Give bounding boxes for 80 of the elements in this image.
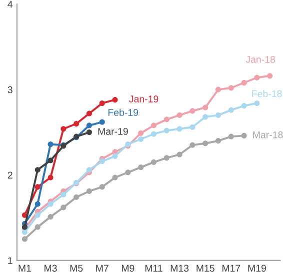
point (202, 114, 208, 120)
x-tick-label: M7 (96, 264, 108, 272)
point (190, 124, 196, 130)
point (267, 73, 273, 79)
y-tick-label: 3 (8, 86, 12, 94)
point (74, 120, 80, 127)
point (190, 108, 196, 114)
point (48, 174, 54, 180)
point (176, 112, 182, 118)
series-label: Mar-19 (98, 128, 128, 135)
point (99, 119, 105, 125)
point (202, 140, 208, 146)
series-label: Feb-18 (252, 90, 282, 98)
point (228, 107, 234, 113)
x-tick-label: M1 (18, 264, 31, 272)
point (74, 194, 80, 200)
point (48, 158, 54, 164)
x-tick-label: M9 (122, 264, 134, 272)
point (60, 204, 66, 210)
point (254, 74, 260, 80)
point (48, 201, 54, 207)
point (34, 167, 40, 173)
point (164, 155, 170, 161)
point (138, 136, 144, 142)
point (34, 184, 40, 190)
point (150, 131, 157, 137)
point (60, 192, 66, 198)
point (34, 224, 40, 230)
point (228, 134, 234, 140)
point (99, 100, 105, 106)
x-tick-label: M11 (145, 264, 162, 272)
point (112, 174, 118, 180)
point (138, 164, 144, 170)
point (22, 236, 28, 242)
x-tick-label: M3 (44, 264, 57, 272)
point (254, 100, 260, 106)
series-label: Feb-19 (108, 108, 138, 116)
point (86, 167, 92, 173)
point (176, 152, 182, 158)
series-label: Jan-18 (246, 56, 275, 63)
point (86, 110, 92, 116)
point (164, 128, 170, 134)
point (241, 132, 247, 138)
point (99, 158, 105, 164)
point (215, 138, 222, 144)
point (86, 122, 92, 128)
point (176, 126, 182, 132)
series-label: Jan-19 (129, 96, 158, 102)
y-tick-label: 4 (8, 0, 13, 8)
x-tick-label: M17 (222, 264, 240, 272)
x-tick-label: M15 (196, 264, 214, 272)
point (241, 80, 247, 86)
point (202, 104, 208, 110)
point (215, 112, 222, 118)
x-tick-label: M5 (70, 264, 83, 272)
point (215, 86, 222, 92)
x-tick-label: M19 (248, 264, 266, 272)
point (34, 201, 40, 207)
point (60, 126, 66, 132)
point (86, 129, 92, 136)
point (48, 141, 54, 148)
point (138, 130, 144, 136)
point (99, 184, 105, 190)
x-tick-label: M13 (170, 264, 189, 272)
y-tick-label: 2 (8, 172, 12, 178)
point (150, 122, 157, 128)
point (48, 214, 54, 220)
point (228, 85, 234, 91)
point (86, 188, 92, 194)
y-tick-label: 1 (8, 257, 12, 264)
point (150, 159, 157, 165)
point (241, 103, 247, 109)
point (125, 170, 131, 176)
series-label: Mar-18 (253, 131, 283, 138)
point (190, 142, 196, 148)
point (34, 212, 40, 218)
point (164, 116, 170, 122)
point (22, 229, 28, 235)
point (112, 97, 118, 103)
point (112, 153, 118, 159)
